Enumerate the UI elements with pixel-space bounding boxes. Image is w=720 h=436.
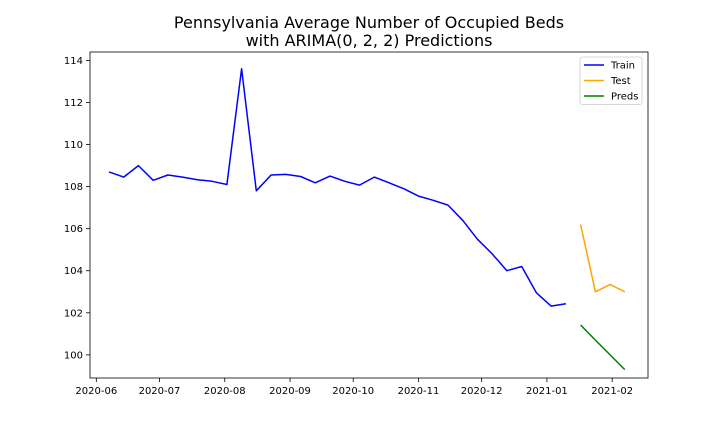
y-tick-label: 108 bbox=[64, 182, 83, 193]
series-line-train bbox=[108, 68, 567, 307]
plot-area: 100 102 104 106 108 110 112 114 2020-06 2020-07 20… bbox=[64, 51, 649, 397]
y-tick-label: 102 bbox=[64, 308, 83, 319]
x-tick-label: 2020-08 bbox=[204, 386, 246, 397]
y-tick-label: 104 bbox=[64, 266, 83, 277]
x-tick-label: 2020-10 bbox=[332, 386, 374, 397]
chart-title-line-1: Pennsylvania Average Number of Occupied … bbox=[174, 13, 564, 32]
axes-frame bbox=[89, 51, 649, 379]
y-tick-label: 112 bbox=[64, 98, 83, 109]
legend-box bbox=[579, 56, 643, 105]
series-line-preds bbox=[580, 324, 626, 371]
legend: Train Test Preds bbox=[579, 56, 643, 105]
y-tick-label: 114 bbox=[64, 56, 83, 67]
x-tick-label: 2021-02 bbox=[591, 386, 633, 397]
x-tick-label: 2020-09 bbox=[269, 386, 311, 397]
x-tick-label: 2021-01 bbox=[526, 386, 568, 397]
legend-label-test: Test bbox=[610, 76, 631, 87]
x-tick-label: 2020-06 bbox=[75, 386, 117, 397]
chart-title-line-2: with ARIMA(0, 2, 2) Predictions bbox=[246, 31, 493, 50]
y-tick-label: 110 bbox=[64, 140, 83, 151]
legend-label-train: Train bbox=[610, 61, 635, 72]
legend-label-preds: Preds bbox=[611, 92, 638, 103]
x-tick-label: 2020-11 bbox=[398, 386, 440, 397]
y-tick-label: 106 bbox=[64, 224, 83, 235]
series-line-test bbox=[579, 224, 626, 293]
y-tick-label: 100 bbox=[64, 350, 83, 361]
x-tick-label: 2020-07 bbox=[139, 386, 181, 397]
x-tick-label: 2020-12 bbox=[461, 386, 503, 397]
